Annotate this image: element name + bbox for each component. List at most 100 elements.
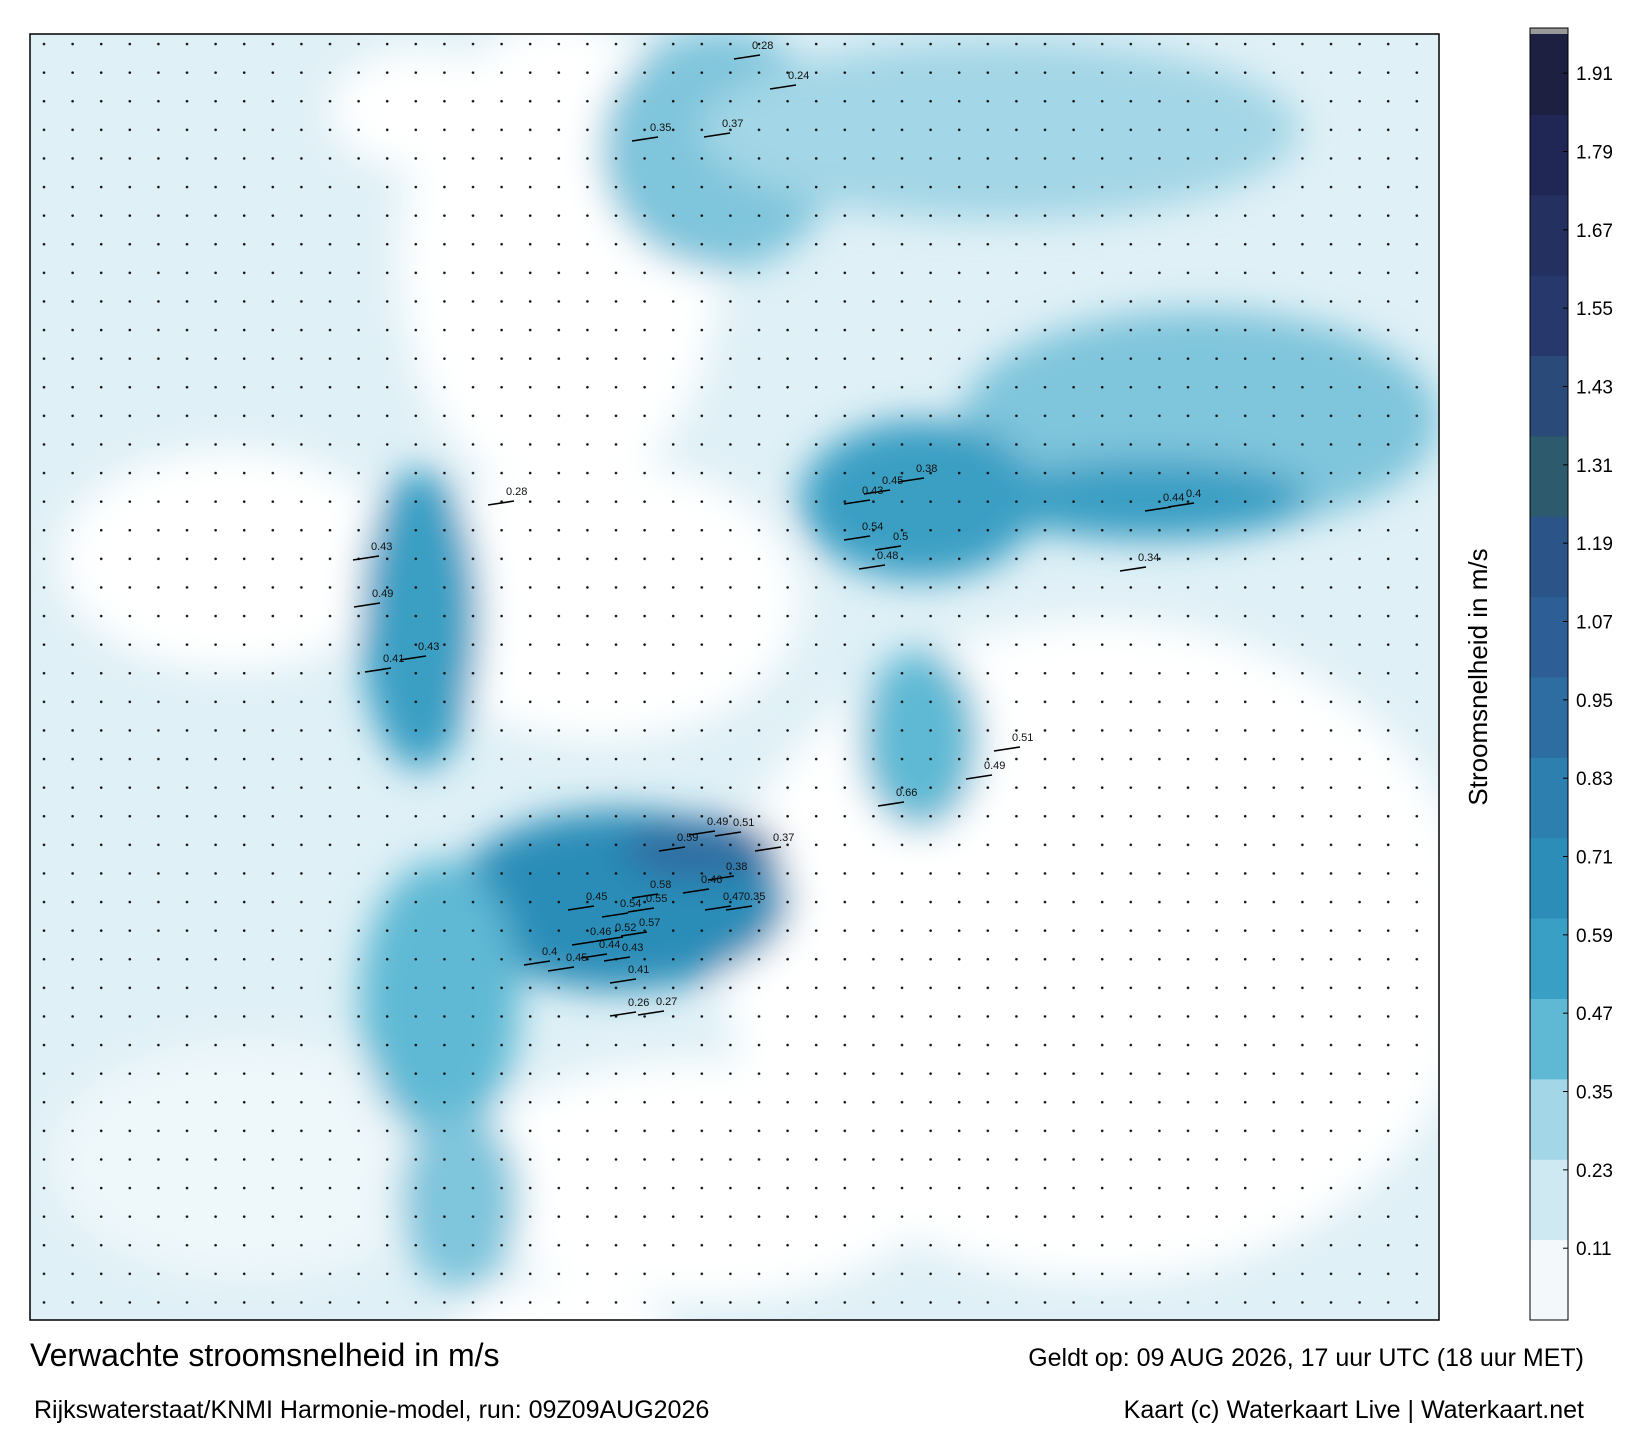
speed-labels: 0.590.49 0.510.370.380.460.47 0.350.580.55…: [352, 40, 1201, 1017]
current-arrow: [627, 907, 655, 913]
speed-label: 0.38: [726, 861, 747, 873]
colorbar: 0.11 0.23 0.35 0.47 0.59 0.71 0.83 0.95 1.07 1.19…: [1529, 27, 1613, 1321]
current-arrow: [688, 830, 716, 836]
colorbar-tick-label: 0.11: [1576, 1239, 1612, 1260]
speed-label: 0.41: [628, 964, 649, 976]
colorbar-tick-label: 1.79: [1576, 143, 1613, 164]
vector-grid: [30, 34, 1439, 1320]
speed-label: 0.26: [628, 997, 649, 1009]
speed-label: 0.49: [707, 816, 728, 828]
current-arrow: [725, 905, 753, 911]
colorbar-band: [1530, 114, 1568, 196]
speed-label: 0.46: [590, 926, 611, 938]
current-arrow: [769, 84, 797, 90]
current-arrow: [580, 953, 608, 959]
colorbar-band: [1530, 516, 1568, 598]
current-arrow: [704, 905, 732, 911]
current-arrow: [707, 875, 735, 881]
colorbar-label: Stroomsnelheid in m/s: [1463, 548, 1493, 805]
current-arrow: [601, 912, 629, 918]
colorbar-band: [1530, 918, 1568, 999]
colorbar-tick-label: 0.35: [1576, 1083, 1613, 1104]
credit: Kaart (c) Waterkaart Live | Waterkaart.n…: [1124, 1396, 1584, 1424]
current-arrow: [714, 831, 742, 837]
speed-label: 0.49: [372, 588, 393, 600]
speed-label: 0.5: [893, 531, 908, 543]
colorbar-band: [1530, 998, 1568, 1080]
colorbar-band: [1530, 435, 1568, 517]
map-area: 0.590.49 0.510.370.380.460.47 0.350.580.55…: [30, 34, 1439, 1320]
speed-label: 0.51: [733, 817, 754, 829]
colorbar-band: [1530, 275, 1568, 356]
speed-label: 0.46: [701, 874, 722, 886]
speed-label: 0.48: [877, 550, 898, 562]
current-arrow: [523, 960, 551, 966]
speed-label: 0.52: [615, 922, 636, 934]
speed-label: 0.44: [599, 939, 620, 951]
speed-label: 0.43: [418, 641, 439, 653]
colorbar-band: [1530, 596, 1568, 678]
speed-label: 0.51: [1012, 732, 1033, 744]
speed-label: 0.58: [650, 879, 671, 891]
current-arrow: [547, 966, 575, 972]
current-arrow: [1119, 566, 1147, 572]
speed-label: 0.35: [650, 122, 671, 134]
speed-label: 0.49: [984, 760, 1005, 772]
colorbar-tick-label: 0.47: [1576, 1004, 1613, 1025]
current-arrow: [877, 801, 905, 807]
colorbar-band: [1530, 757, 1568, 839]
current-arrow: [965, 774, 993, 780]
current-arrow: [637, 1010, 665, 1016]
colorbar-band: [1530, 1078, 1568, 1160]
map-frame: [29, 33, 1440, 1321]
colorbar-tick-label: 0.83: [1576, 769, 1613, 790]
speed-label: 0.54: [862, 521, 883, 533]
speed-label: 0.35: [744, 891, 765, 903]
current-arrow: [843, 499, 871, 505]
current-arrow: [399, 655, 427, 661]
current-arrow: [843, 535, 871, 541]
current-arrow: [631, 136, 659, 142]
current-arrow: [631, 893, 659, 899]
colorbar-tick-label: 0.59: [1576, 926, 1613, 947]
colorbar-tick-label: 1.67: [1576, 221, 1613, 242]
current-arrow: [364, 667, 392, 673]
current-arrow: [993, 746, 1021, 752]
speed-label: 0.27: [656, 996, 677, 1008]
speed-label: 0.47: [723, 891, 744, 903]
colorbar-tick-label: 1.31: [1576, 456, 1613, 477]
colorbar-tick-label: 0.23: [1576, 1161, 1613, 1182]
colorbar-band: [1530, 194, 1568, 276]
current-arrow: [620, 931, 648, 937]
colorbar-tick-label: 0.71: [1576, 848, 1613, 869]
current-arrow: [609, 978, 637, 984]
colorbar-tick-label: 1.19: [1576, 534, 1613, 555]
speed-label: 0.24: [788, 70, 809, 82]
speed-label: 0.66: [896, 787, 917, 799]
colorbar-frame: [1529, 27, 1569, 1321]
current-arrow: [658, 846, 686, 852]
current-arrow: [353, 602, 381, 608]
current-arrow: [858, 564, 886, 570]
current-arrow: [874, 545, 902, 551]
current-arrow: [567, 905, 595, 911]
colorbar-cap: [1530, 28, 1568, 34]
current-arrow: [352, 555, 380, 561]
speed-label: 0.28: [506, 486, 527, 498]
speed-label: 0.43: [862, 485, 883, 497]
map-title: Verwachte stroomsnelheid in m/s: [30, 1337, 500, 1373]
colorbar-tick-label: 1.55: [1576, 299, 1613, 320]
source: Rijkswaterstaat/KNMI Harmonie-model, run…: [34, 1396, 709, 1424]
speed-label: 0.44: [1163, 492, 1184, 504]
speed-label: 0.37: [773, 832, 794, 844]
current-arrow: [1144, 506, 1172, 512]
colorbar-band: [1530, 355, 1568, 437]
current-arrow: [863, 489, 891, 495]
speed-label: 0.28: [752, 40, 773, 52]
valid-time: Geldt op: 09 AUG 2026, 17 uur UTC (18 uu…: [1028, 1344, 1584, 1372]
current-arrow: [754, 846, 782, 852]
speed-label: 0.4: [542, 946, 557, 958]
colorbar-band: [1530, 837, 1568, 919]
